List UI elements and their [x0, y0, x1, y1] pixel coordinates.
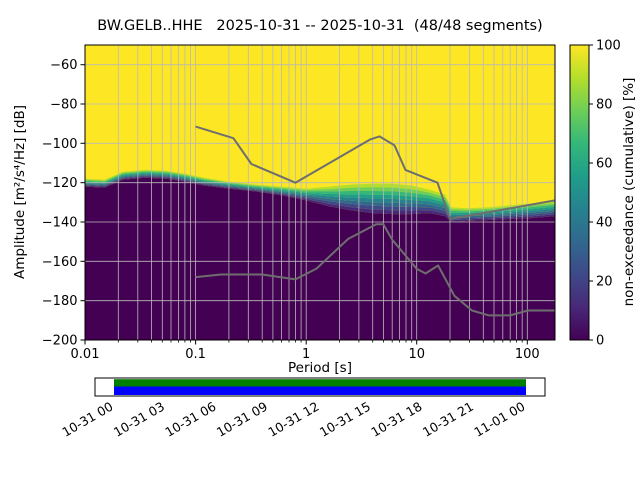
colorbar-tick-label: 0: [596, 334, 604, 349]
y-tick-label: −100: [42, 137, 78, 152]
noise-models: [195, 125, 556, 317]
x-tick-label: 10: [408, 347, 425, 362]
colorbar-tick-label: 80: [596, 98, 613, 113]
colorbar-tick-label: 40: [596, 216, 613, 231]
x-tick-label: 0.1: [185, 347, 206, 362]
colorbar-tick-label: 100: [596, 39, 621, 54]
colorbar-tick-label: 60: [596, 157, 613, 172]
y-axis-label: Amplitude [m²/s⁴/Hz] [dB]: [12, 105, 28, 280]
y-tick-label: −200: [42, 334, 78, 349]
coverage-blue-bar: [114, 386, 526, 395]
coverage-time-label: 10-31 15: [317, 399, 373, 440]
plot-area: [85, 45, 555, 340]
coverage-time-label: 10-31 00: [59, 399, 115, 440]
plot-border: [84, 44, 556, 341]
y-tick-label: −80: [50, 98, 77, 113]
coverage-time-label: 10-31 18: [368, 399, 424, 440]
coverage-green-bar: [114, 379, 526, 387]
colorbar-tick-label: 20: [596, 275, 613, 290]
colorbar-gradient: [570, 45, 589, 340]
y-tick-label: −60: [50, 58, 77, 73]
coverage-time-label: 10-31 03: [111, 399, 167, 440]
x-axis-label: Period [s]: [288, 360, 352, 376]
y-tick-label: −140: [42, 216, 78, 231]
low-probability-region: [85, 177, 555, 340]
x-tick-label: 100: [515, 347, 540, 362]
plot-title: BW.GELB..HHE 2025-10-31 -- 2025-10-31 (4…: [97, 18, 543, 34]
y-tick-label: −180: [42, 294, 78, 309]
coverage-time-label: 10-31 06: [162, 399, 218, 440]
coverage-time-label: 10-31 09: [214, 399, 270, 440]
coverage-time-label: 10-31 12: [265, 399, 321, 440]
colorbar-label: non-exceedance (cumulative) [%]: [621, 77, 637, 307]
x-tick-label: 0.01: [71, 347, 100, 362]
nlnm-line: [195, 223, 555, 317]
y-axis: −60 −80 −100 −120 −140 −160 −180 −200: [42, 58, 85, 349]
y-tick-label: −160: [42, 255, 78, 270]
x-axis: 0.01 0.1 1 10 100: [71, 340, 540, 362]
y-tick-label: −120: [42, 176, 78, 191]
nhnm-line: [195, 125, 556, 220]
colorbar: 0 20 40 60 80 100: [569, 39, 621, 349]
coverage-time-label: 11-01 00: [471, 399, 527, 440]
x-tick-label: 1: [302, 347, 310, 362]
coverage-time-label: 10-31 21: [420, 399, 476, 440]
